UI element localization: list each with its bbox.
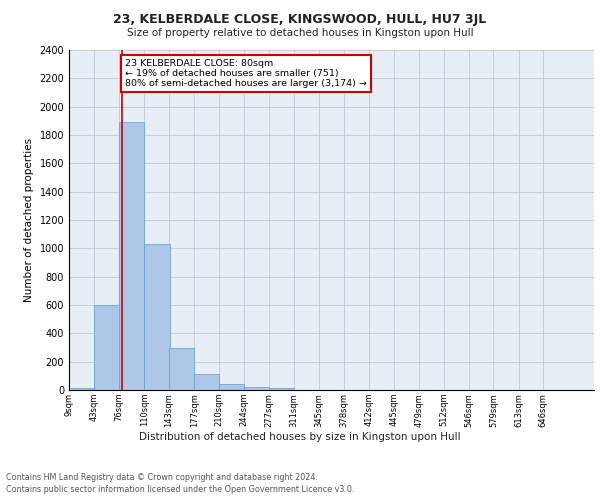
Bar (194, 374, 220, 390)
Bar (69, 388, 94, 390)
Text: Size of property relative to detached houses in Kingston upon Hull: Size of property relative to detached ho… (127, 28, 473, 38)
Y-axis label: Number of detached properties: Number of detached properties (24, 138, 34, 302)
Bar (244, 387, 269, 390)
Text: 23, KELBERDALE CLOSE, KINGSWOOD, HULL, HU7 3JL: 23, KELBERDALE CLOSE, KINGSWOOD, HULL, H… (113, 12, 487, 26)
Bar (269, 388, 294, 390)
Text: 23 KELBERDALE CLOSE: 80sqm
← 19% of detached houses are smaller (751)
80% of sem: 23 KELBERDALE CLOSE: 80sqm ← 19% of deta… (125, 58, 367, 88)
Bar (119, 122, 144, 390)
Bar (94, 305, 119, 390)
Text: Contains public sector information licensed under the Open Government Licence v3: Contains public sector information licen… (6, 485, 355, 494)
Text: Contains HM Land Registry data © Crown copyright and database right 2024.: Contains HM Land Registry data © Crown c… (6, 472, 318, 482)
Bar (144, 244, 170, 390)
Bar (169, 348, 194, 390)
Text: Distribution of detached houses by size in Kingston upon Hull: Distribution of detached houses by size … (139, 432, 461, 442)
Bar (218, 384, 244, 390)
